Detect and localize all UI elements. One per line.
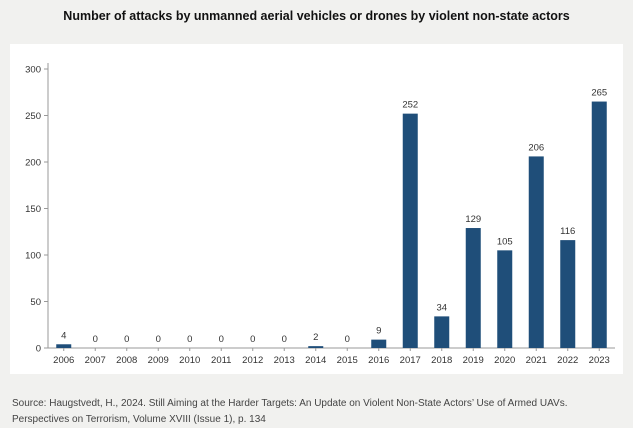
- data-label: 9: [376, 326, 381, 337]
- x-tick-label: 2019: [463, 355, 484, 366]
- bar: [56, 344, 72, 348]
- data-label: 129: [465, 214, 481, 225]
- x-tick-label: 2012: [242, 355, 263, 366]
- x-tick-label: 2010: [179, 355, 200, 366]
- x-tick-label: 2016: [368, 355, 389, 366]
- data-label: 0: [187, 334, 192, 345]
- y-tick-label: 0: [36, 344, 41, 355]
- bar: [465, 228, 481, 348]
- x-tick-label: 2007: [85, 355, 106, 366]
- x-tick-label: 2018: [431, 355, 452, 366]
- y-tick-label: 100: [25, 251, 41, 262]
- data-label: 265: [591, 88, 607, 99]
- bar: [371, 339, 387, 348]
- data-label: 105: [497, 236, 513, 247]
- x-tick-label: 2017: [400, 355, 421, 366]
- x-tick-label: 2009: [148, 355, 169, 366]
- data-label: 0: [219, 334, 224, 345]
- data-label: 0: [282, 334, 287, 345]
- y-tick-label: 300: [25, 65, 41, 76]
- x-tick-label: 2021: [526, 355, 547, 366]
- bar: [591, 101, 607, 348]
- bar: [434, 316, 450, 348]
- x-tick-label: 2015: [337, 355, 358, 366]
- data-label: 34: [436, 302, 447, 313]
- bar: [402, 113, 418, 348]
- bar: [560, 240, 576, 348]
- data-label: 116: [560, 226, 575, 237]
- x-tick-label: 2011: [211, 355, 231, 366]
- chart-title: Number of attacks by unmanned aerial veh…: [63, 9, 570, 23]
- data-label: 0: [124, 334, 129, 345]
- data-label: 0: [156, 334, 161, 345]
- x-tick-label: 2014: [305, 355, 326, 366]
- bar: [308, 346, 324, 348]
- data-label: 4: [61, 330, 66, 341]
- x-tick-label: 2013: [274, 355, 295, 366]
- data-label: 0: [250, 334, 255, 345]
- bar: [528, 156, 544, 348]
- y-tick-label: 200: [25, 158, 41, 169]
- x-tick-label: 2022: [557, 355, 578, 366]
- bar: [497, 250, 513, 348]
- data-label: 206: [528, 142, 544, 153]
- x-tick-label: 2023: [589, 355, 610, 366]
- y-tick-label: 250: [25, 111, 41, 122]
- bar-chart: 0501001502002503002006420070200802009020…: [25, 63, 615, 366]
- data-label: 0: [345, 334, 350, 345]
- data-label: 0: [93, 334, 98, 345]
- x-tick-label: 2008: [116, 355, 137, 366]
- y-tick-label: 50: [30, 297, 41, 308]
- data-label: 252: [402, 100, 418, 111]
- chart-panel: 0 50 100 150 200 250 300 2006 4 2007 0 2008 0 2009 0 20…: [10, 44, 623, 374]
- source-note: Source: Haugstvedt, H., 2024. Still Aimi…: [12, 398, 568, 425]
- x-tick-label: 2020: [494, 355, 515, 366]
- x-tick-label: 2006: [53, 355, 74, 366]
- y-tick-label: 150: [25, 204, 41, 215]
- data-label: 2: [313, 332, 318, 343]
